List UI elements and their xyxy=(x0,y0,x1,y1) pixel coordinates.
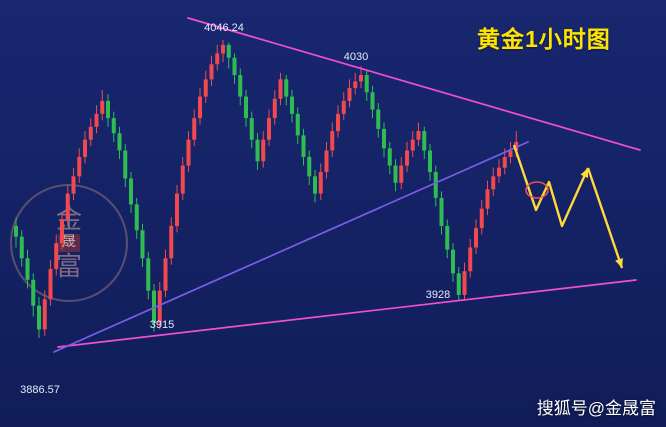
svg-text:4046.24: 4046.24 xyxy=(204,22,244,34)
svg-text:3915: 3915 xyxy=(150,319,174,331)
sohu-watermark-text: 搜狐号@金晟富 xyxy=(536,399,656,418)
svg-text:4030: 4030 xyxy=(344,51,368,63)
seal-char: 富 xyxy=(55,252,82,281)
chart-title: 黄金1小时图 xyxy=(477,26,611,52)
svg-text:3928: 3928 xyxy=(426,289,450,301)
svg-text:3886.57: 3886.57 xyxy=(20,384,60,396)
